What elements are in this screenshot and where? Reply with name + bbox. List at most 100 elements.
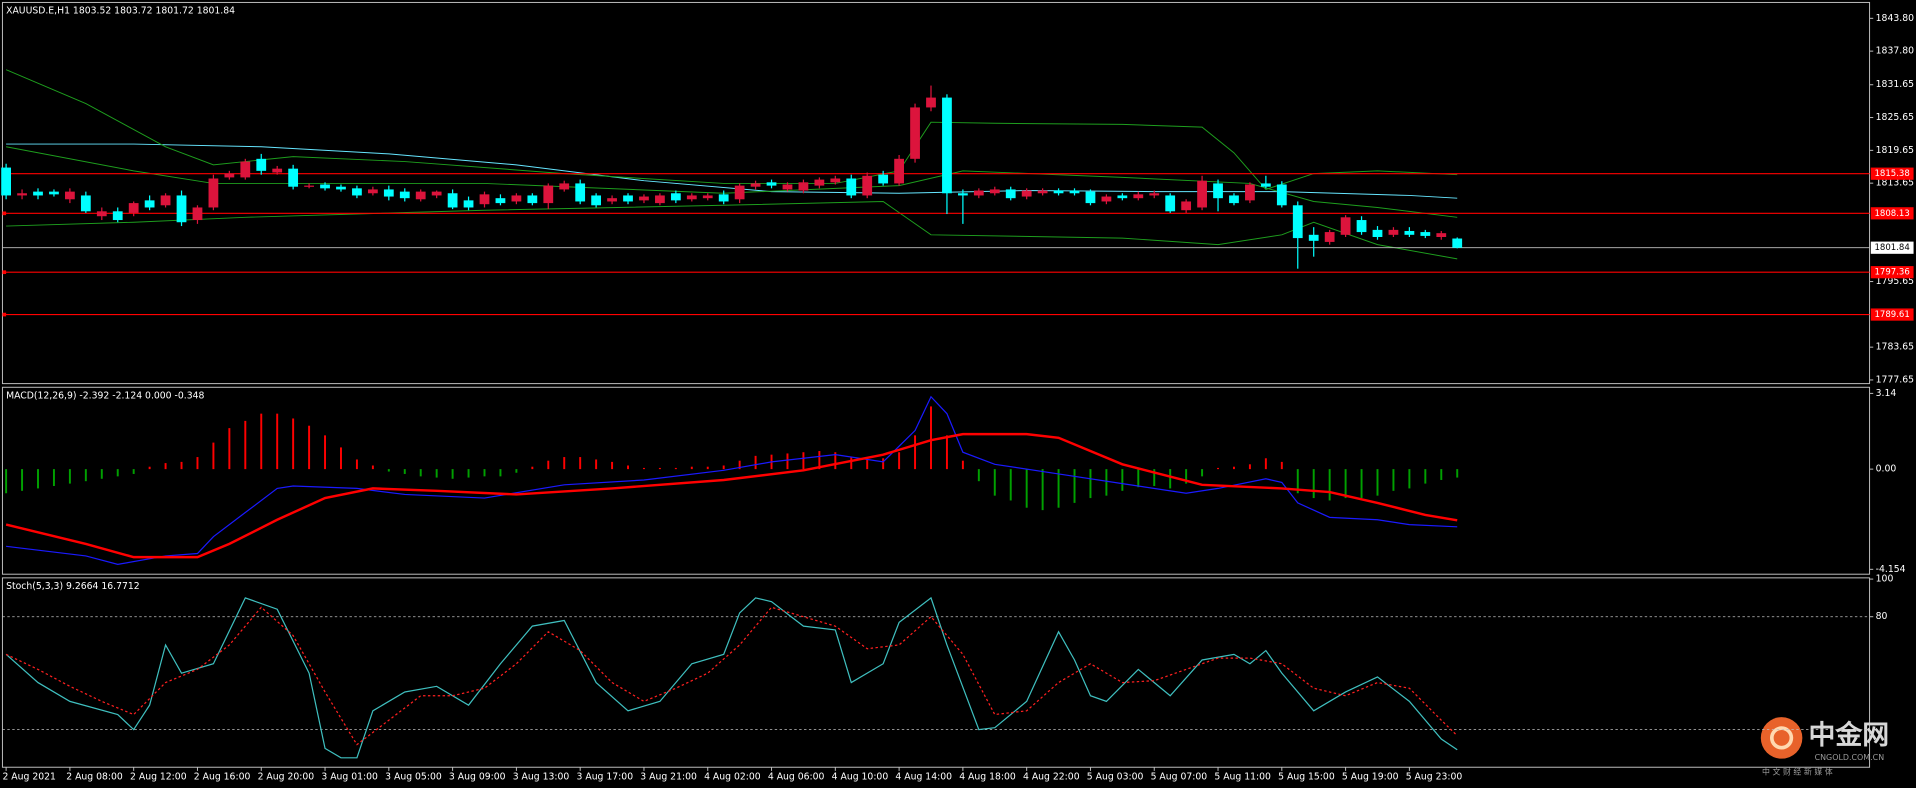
candle-body [670, 193, 681, 201]
candle-body [1276, 184, 1287, 206]
x-tick-label: 3 Aug 01:00 [321, 772, 378, 783]
x-tick-label: 2 Aug 08:00 [66, 772, 123, 783]
x-tick-label: 5 Aug 11:00 [1214, 772, 1271, 783]
price-level-box [1870, 266, 1914, 279]
watermark-slogan: 中 文 财 经 新 媒 体 [1762, 767, 1833, 777]
candle-body [782, 184, 793, 190]
candle-body [1229, 195, 1239, 204]
y-tick-label: 1813.65 [1876, 178, 1914, 189]
candle-body [144, 200, 155, 208]
candle-body [256, 158, 267, 171]
candle-body [447, 193, 458, 208]
candle-body [846, 178, 857, 196]
candle-body [926, 97, 936, 108]
candle-body [702, 195, 713, 199]
candle-body [1149, 193, 1160, 196]
x-tick-label: 5 Aug 03:00 [1087, 772, 1144, 783]
x-tick-label: 4 Aug 06:00 [768, 772, 825, 783]
candle-body [1308, 234, 1319, 241]
x-tick-label: 3 Aug 09:00 [449, 772, 506, 783]
candle-body [591, 195, 602, 206]
candle-body [686, 195, 697, 200]
candle-body [1436, 233, 1447, 237]
candle-body [989, 189, 1000, 194]
candle-body [49, 191, 59, 195]
candle-body [1069, 190, 1080, 194]
candle-body [367, 189, 378, 194]
candle-body [1085, 191, 1096, 204]
indicator-line [5, 432, 1458, 559]
candle-body [830, 178, 841, 183]
candle-body [1037, 190, 1048, 194]
y-tick-label: 80 [1876, 611, 1888, 622]
y-tick-label: 1843.80 [1876, 13, 1914, 24]
candle-body [1388, 229, 1399, 235]
watermark-site: CNGOLD.COM.CN [1815, 753, 1885, 762]
candle-body [1181, 201, 1192, 211]
price-level-box [1870, 167, 1914, 180]
candle-body [1420, 232, 1431, 236]
price-level-box [1870, 207, 1914, 220]
x-tick-label: 2 Aug 16:00 [194, 772, 251, 783]
candle-body [399, 191, 410, 199]
candle-body [288, 168, 299, 187]
indicator-line [5, 606, 1458, 746]
x-tick-label: 4 Aug 02:00 [704, 772, 761, 783]
candle-body [33, 191, 43, 196]
candle-body [575, 183, 586, 202]
y-tick-label: 1825.65 [1876, 112, 1914, 123]
x-tick-label: 5 Aug 23:00 [1406, 772, 1463, 783]
x-tick-label: 5 Aug 15:00 [1278, 772, 1335, 783]
indicator-line [5, 596, 1458, 759]
candle-body [160, 195, 171, 206]
watermark: 中金网 CNGOLD.COM.CN 中 文 财 经 新 媒 体 [1760, 717, 1889, 777]
candle-body [1452, 238, 1463, 248]
y-tick-label: 1837.80 [1876, 46, 1914, 57]
candle-body [559, 183, 570, 190]
price-level-marker [2, 312, 7, 317]
candle-body [272, 168, 283, 173]
candle-body [862, 175, 873, 196]
candle-body [1101, 196, 1112, 202]
logo-swirl [1769, 726, 1794, 750]
candle-body [192, 207, 203, 221]
candle-body [176, 195, 187, 223]
candle-body [479, 194, 490, 205]
y-tick-label: 1783.65 [1876, 342, 1914, 353]
candle-body [798, 182, 809, 191]
candle-body [527, 195, 538, 204]
y-tick-label: 0.00 [1876, 464, 1897, 475]
price-pane [1, 1, 1871, 385]
y-tick-label: 3.14 [1876, 388, 1897, 399]
candle-body [240, 161, 251, 178]
x-tick-label: 2 Aug 2021 [2, 772, 56, 783]
x-tick-label: 4 Aug 18:00 [959, 772, 1016, 783]
last-price-box [1870, 241, 1914, 254]
candle-body [224, 173, 235, 178]
candle-body [1372, 229, 1383, 237]
candle-body [639, 196, 649, 201]
candle-body [1356, 220, 1367, 233]
candle-body [336, 186, 346, 190]
candle-body [495, 198, 506, 204]
candle-body [1324, 232, 1335, 242]
candle-body [65, 191, 75, 200]
candle-body [80, 195, 91, 212]
x-tick-label: 2 Aug 12:00 [130, 772, 187, 783]
candle-body [942, 97, 952, 194]
candle-body [383, 189, 394, 197]
pane-title: Stoch(5,3,3) 9.2664 16.7712 [6, 581, 140, 592]
last-price-label: 1801.84 [1874, 243, 1909, 253]
candle-body [1292, 205, 1303, 239]
candle-body [96, 211, 107, 217]
price-level-label: 1808.13 [1874, 209, 1909, 219]
price-level-marker [2, 211, 7, 216]
x-tick-label: 5 Aug 19:00 [1342, 772, 1399, 783]
pane-title: MACD(12,26,9) -2.392 -2.124 0.000 -0.348 [6, 390, 204, 401]
stoch-pane [1, 577, 1871, 768]
candle-body [878, 174, 889, 184]
x-tick-label: 4 Aug 10:00 [832, 772, 889, 783]
candle-body [910, 107, 920, 159]
y-tick-label: 1831.65 [1876, 79, 1914, 90]
